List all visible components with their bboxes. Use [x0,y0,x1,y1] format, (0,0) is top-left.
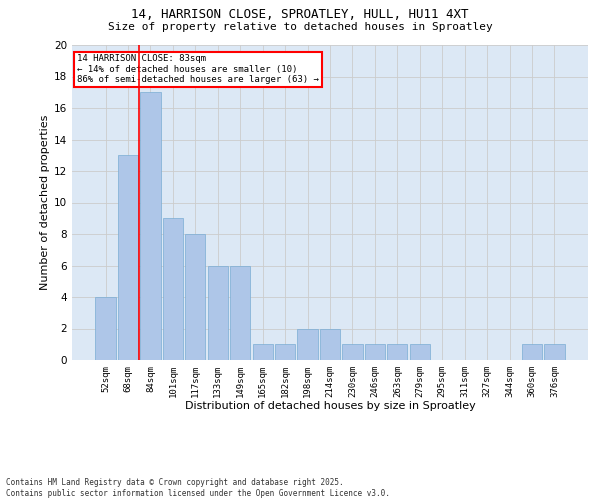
Bar [343,344,362,360]
Bar [253,344,273,360]
Bar [365,344,385,360]
Bar [118,155,138,360]
Bar [185,234,205,360]
Bar [163,218,183,360]
Bar [410,344,430,360]
Bar [95,297,116,360]
Y-axis label: Number of detached properties: Number of detached properties [40,115,50,290]
Text: 14 HARRISON CLOSE: 83sqm
← 14% of detached houses are smaller (10)
86% of semi-d: 14 HARRISON CLOSE: 83sqm ← 14% of detach… [77,54,319,84]
Text: Size of property relative to detached houses in Sproatley: Size of property relative to detached ho… [107,22,493,32]
Bar [275,344,295,360]
Bar [544,344,565,360]
Bar [320,328,340,360]
Text: 14, HARRISON CLOSE, SPROATLEY, HULL, HU11 4XT: 14, HARRISON CLOSE, SPROATLEY, HULL, HU1… [131,8,469,20]
Bar [230,266,250,360]
Bar [298,328,317,360]
Bar [140,92,161,360]
X-axis label: Distribution of detached houses by size in Sproatley: Distribution of detached houses by size … [185,402,475,411]
Bar [522,344,542,360]
Bar [208,266,228,360]
Bar [387,344,407,360]
Text: Contains HM Land Registry data © Crown copyright and database right 2025.
Contai: Contains HM Land Registry data © Crown c… [6,478,390,498]
